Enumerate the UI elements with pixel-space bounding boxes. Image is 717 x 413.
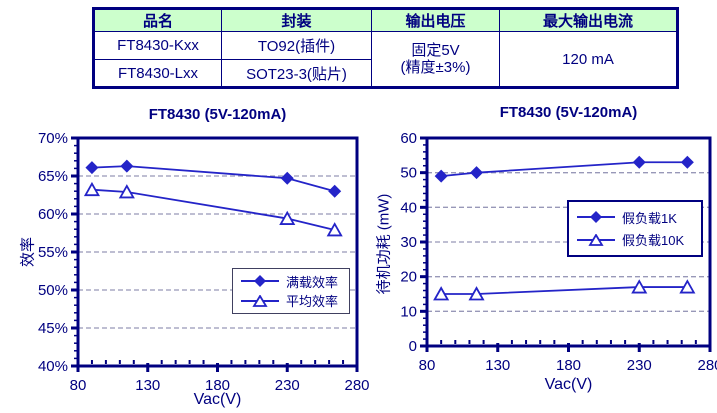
data-point-marker bbox=[680, 155, 694, 169]
chart-title: FT8430 (5V-120mA) bbox=[499, 104, 638, 121]
filled-diamond-icon bbox=[577, 211, 615, 224]
y-tick-label: 55% bbox=[38, 244, 68, 261]
x-tick-label: 80 bbox=[70, 377, 87, 394]
x-tick-label: 280 bbox=[697, 357, 717, 374]
legend-label: 假负载10K bbox=[622, 233, 685, 249]
y-tick-label: 20 bbox=[400, 269, 417, 286]
plot-border bbox=[76, 136, 359, 368]
data-point-marker bbox=[433, 286, 450, 301]
x-tick-label: 130 bbox=[135, 377, 160, 394]
x-tick-label: 280 bbox=[344, 377, 369, 394]
cell-package-1: TO92(插件) bbox=[221, 31, 372, 60]
chart-canvas: 80 130 180 230 280 40% 45% 50% 55% 60% 65% 70% bbox=[38, 130, 370, 394]
y-tick-label: 60 bbox=[400, 130, 417, 147]
data-point-marker bbox=[470, 166, 484, 180]
open-triangle-icon bbox=[241, 294, 279, 307]
cell-package-2: SOT23-3(贴片) bbox=[221, 59, 372, 88]
legend-item: 假负载1K bbox=[575, 208, 695, 227]
legend: 假负载1K 假负载10K bbox=[567, 200, 703, 257]
cell-max-current: 120 mA bbox=[499, 31, 678, 88]
series-line bbox=[91, 188, 335, 231]
data-point-marker bbox=[85, 161, 99, 175]
y-tick-label: 40 bbox=[400, 199, 417, 216]
header-product-name: 品名 bbox=[93, 8, 222, 32]
chart-plot-area: 80 130 180 230 280 0 10 20 30 40 50 60 bbox=[360, 100, 717, 413]
x-axis-label: Vac(V) bbox=[544, 376, 593, 393]
y-tick-label: 50 bbox=[400, 165, 417, 182]
data-point-marker bbox=[632, 155, 646, 169]
cell-product-1: FT8430-Kxx bbox=[93, 31, 222, 60]
chart-plot-area: 80 130 180 230 280 40% 45% 50% 55% 60% 65% 70% bbox=[0, 100, 370, 413]
x-tick-label: 180 bbox=[205, 377, 230, 394]
series-line bbox=[441, 286, 688, 295]
legend-item: 平均效率 bbox=[239, 291, 343, 310]
legend-item: 假负载10K bbox=[575, 230, 695, 249]
y-tick-label: 50% bbox=[38, 282, 68, 299]
legend-label: 平均效率 bbox=[286, 294, 339, 310]
data-point-marker bbox=[118, 184, 135, 199]
output-voltage-line2: (精度±3%) bbox=[400, 59, 471, 76]
y-tick-label: 0 bbox=[409, 338, 417, 355]
spec-table: 品名 封装 输出电压 最大输出电流 FT8430-Kxx TO92(插件) 固定… bbox=[92, 7, 679, 89]
x-tick-label: 230 bbox=[627, 357, 652, 374]
x-tick-label: 80 bbox=[419, 357, 436, 374]
x-tick-label: 230 bbox=[275, 377, 300, 394]
y-tick-label: 65% bbox=[38, 168, 68, 185]
series-line bbox=[91, 165, 335, 193]
header-max-output-current: 最大输出电流 bbox=[499, 8, 678, 32]
data-point-marker bbox=[328, 184, 342, 198]
x-axis-label: Vac(V) bbox=[193, 391, 242, 408]
y-tick-label: 40% bbox=[38, 358, 68, 375]
data-point-marker bbox=[120, 159, 134, 173]
open-triangle-icon bbox=[577, 233, 615, 246]
y-tick-label: 30 bbox=[400, 234, 417, 251]
cell-output-voltage: 固定5V (精度±3%) bbox=[371, 31, 500, 88]
header-output-voltage: 输出电压 bbox=[371, 8, 500, 32]
y-tick-label: 70% bbox=[38, 130, 68, 147]
chart-title: FT8430 (5V-120mA) bbox=[148, 106, 287, 123]
data-point-marker bbox=[468, 286, 485, 301]
cell-product-2: FT8430-Lxx bbox=[93, 59, 222, 88]
y-tick-label: 10 bbox=[400, 303, 417, 320]
data-point-marker bbox=[279, 210, 296, 225]
x-tick-label: 180 bbox=[556, 357, 581, 374]
data-point-marker bbox=[83, 181, 100, 197]
chart-efficiency: FT8430 (5V-120mA) 效率 80 130 180 230 280 40% 45… bbox=[0, 100, 370, 413]
filled-diamond-icon bbox=[241, 275, 279, 288]
table-row: FT8430-Lxx SOT23-3(贴片) bbox=[93, 59, 678, 88]
x-tick-label: 130 bbox=[485, 357, 510, 374]
output-voltage-line1: 固定5V bbox=[411, 41, 460, 59]
legend-item: 满载效率 bbox=[239, 272, 343, 291]
y-tick-label: 45% bbox=[38, 320, 68, 337]
data-point-marker bbox=[326, 222, 343, 237]
y-tick-label: 60% bbox=[38, 206, 68, 223]
data-point-marker bbox=[679, 279, 696, 294]
series-line bbox=[441, 161, 688, 178]
data-point-marker bbox=[280, 171, 294, 185]
plot-border bbox=[425, 136, 712, 348]
header-package: 封装 bbox=[221, 8, 372, 32]
table-row: FT8430-Kxx TO92(插件) 固定5V (精度±3%) 120 mA bbox=[93, 31, 678, 88]
legend: 满载效率 平均效率 bbox=[232, 268, 350, 314]
chart-canvas: 80 130 180 230 280 0 10 20 30 40 50 60 bbox=[400, 130, 717, 374]
chart-standby-power: FT8430 (5V-120mA) 待机功耗 (mW) 80 130 180 230 2… bbox=[360, 100, 717, 413]
table-header-row: 品名 封装 输出电压 最大输出电流 bbox=[93, 8, 678, 32]
legend-label: 假负载1K bbox=[622, 210, 677, 226]
legend-label: 满载效率 bbox=[286, 274, 339, 290]
data-point-marker bbox=[434, 169, 448, 183]
data-point-marker bbox=[631, 279, 648, 294]
